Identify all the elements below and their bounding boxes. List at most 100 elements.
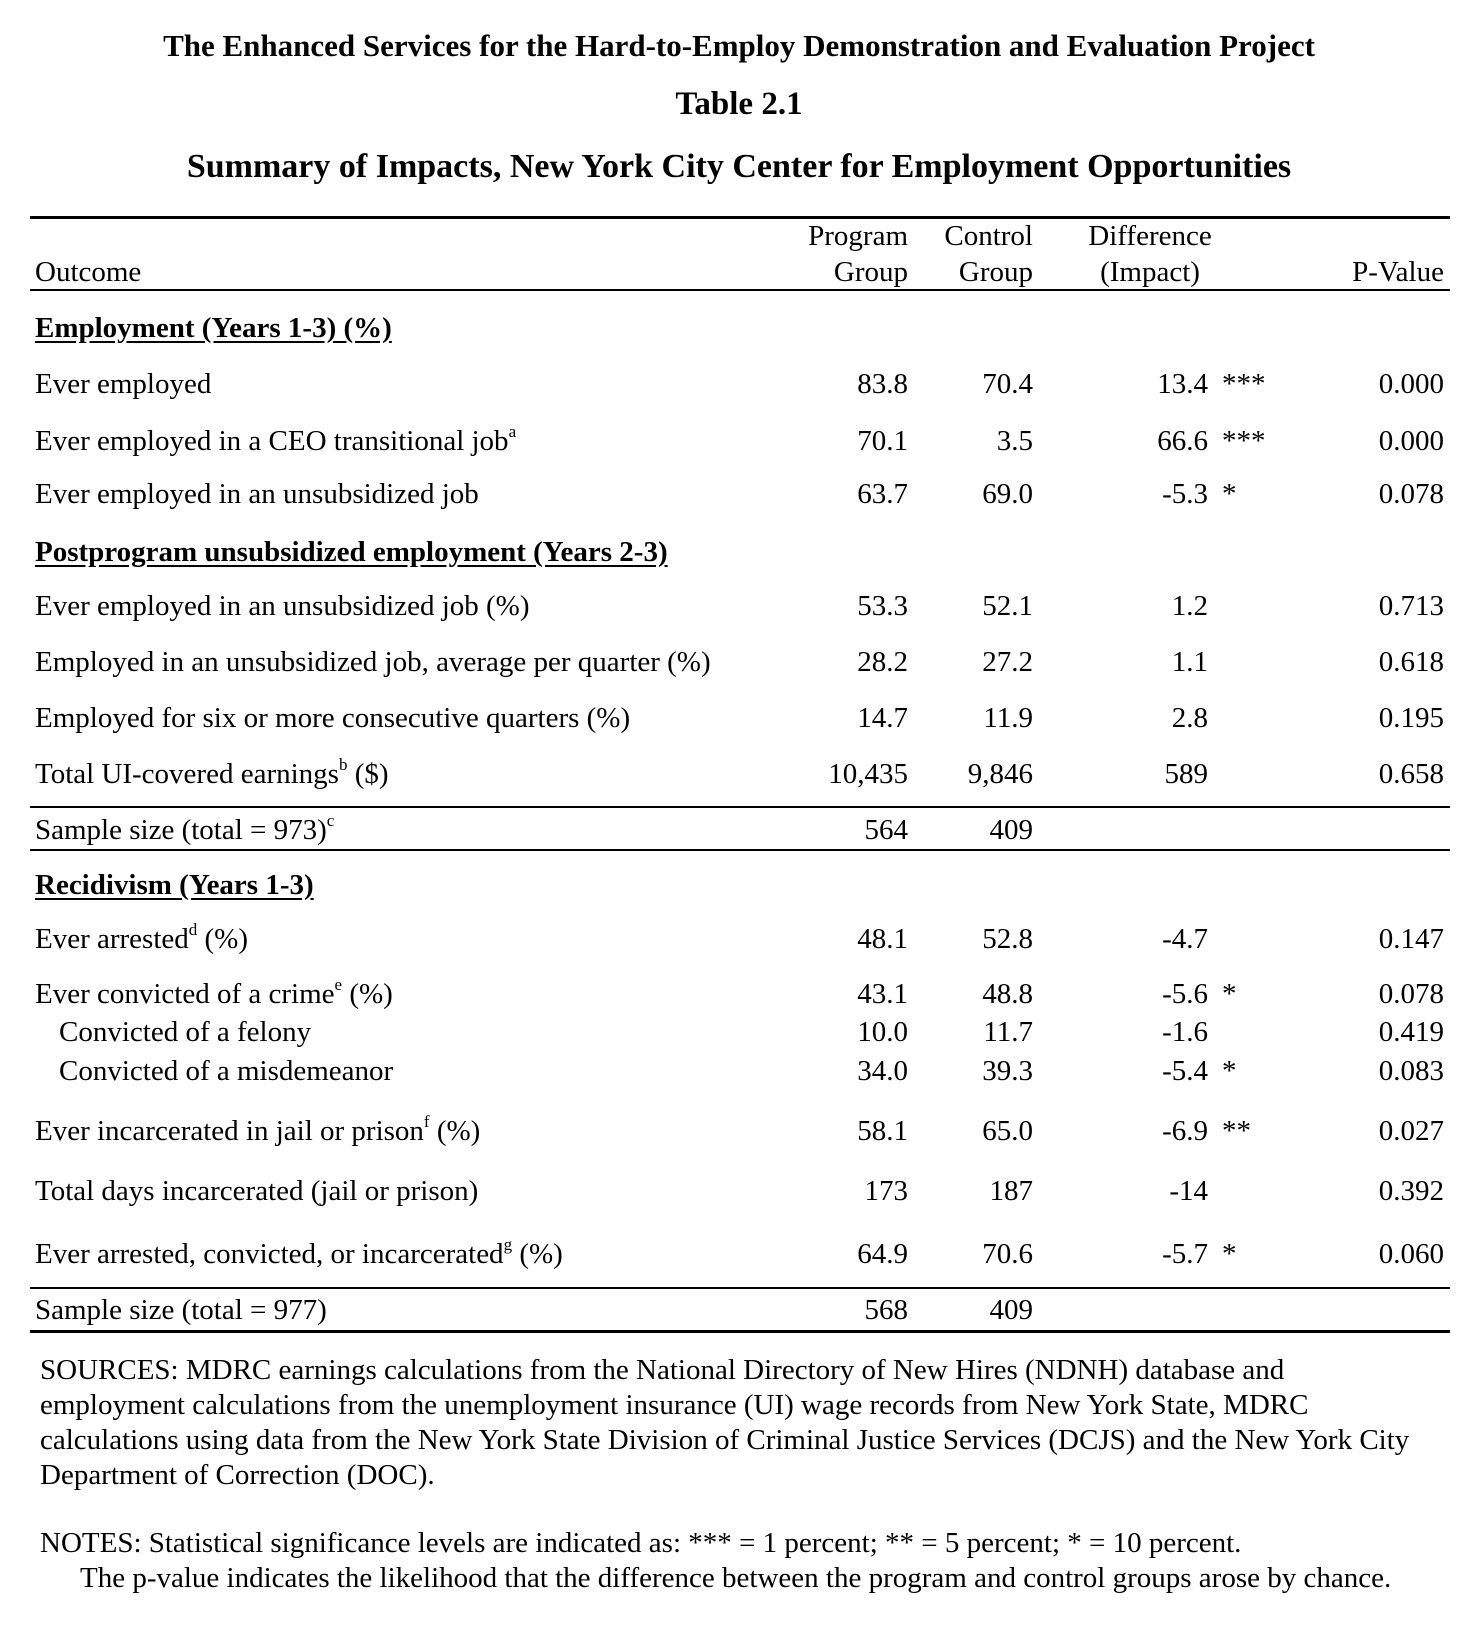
row-label-text: Ever convicted of a crime: [35, 978, 335, 1010]
row-label: Ever employed in an unsubsidized job: [35, 480, 479, 509]
row-label: Convicted of a felony: [59, 1018, 311, 1047]
difference-value: -6.9: [1162, 1115, 1208, 1147]
row-label: Ever arrestedd (%): [35, 921, 248, 955]
program-header-line1: Program: [808, 220, 908, 252]
sample-size-top-rule: [30, 806, 1450, 808]
row-label-text: Total days incarcerated (jail or prison): [35, 1175, 479, 1207]
control-group-value: 52.8: [982, 923, 1033, 955]
control-group-value: 70.6: [982, 1238, 1033, 1270]
row-label-unit: (%): [512, 1238, 563, 1270]
p-value: 0.419: [1378, 1016, 1444, 1048]
significance-stars: *: [1222, 1055, 1237, 1087]
row-label-text: Ever employed in an unsubsidized job: [35, 478, 479, 510]
row-label: Ever employed in an unsubsidized job (%): [35, 592, 530, 621]
difference-value: -14: [1169, 1175, 1208, 1207]
program-group-value: 58.1: [857, 1115, 908, 1147]
row-label-text: Ever employed in a CEO transitional job: [35, 425, 509, 457]
control-group-value: 187: [989, 1175, 1034, 1207]
footnote-marker: a: [508, 422, 517, 441]
difference-value: 1.2: [1171, 590, 1208, 622]
difference-value: 589: [1164, 758, 1209, 790]
p-value: 0.195: [1378, 702, 1444, 734]
p-value: 0.618: [1378, 646, 1444, 678]
section-employment: Employment (Years 1-3) (%): [35, 312, 392, 344]
bottom-rule: [30, 1330, 1450, 1333]
control-header-line1: Control: [944, 220, 1033, 252]
row-label: Employed in an unsubsidized job, average…: [35, 648, 711, 677]
project-title: The Enhanced Services for the Hard-to-Em…: [163, 28, 1315, 63]
control-group-value: 52.1: [982, 590, 1033, 622]
p-value: 0.000: [1378, 425, 1444, 457]
sample-size-2-top-rule: [30, 1287, 1450, 1289]
footnote-marker: d: [188, 920, 198, 939]
column-header-difference: Difference (Impact): [1060, 218, 1240, 290]
footnote-marker: e: [334, 975, 343, 994]
control-header-line2: Group: [958, 256, 1033, 288]
control-group-value: 65.0: [982, 1115, 1033, 1147]
difference-header-line1: Difference: [1088, 220, 1212, 252]
program-header-line2: Group: [833, 256, 908, 288]
p-value: 0.027: [1378, 1115, 1444, 1147]
row-label: Ever employed: [35, 370, 211, 399]
program-group-value: 10.0: [857, 1016, 908, 1048]
row-label: Ever incarcerated in jail or prisonf (%): [35, 1113, 480, 1146]
control-group-value: 48.8: [982, 978, 1033, 1010]
program-group-value: 70.1: [857, 425, 908, 457]
column-header-control: Control Group: [944, 218, 1033, 290]
footnote-marker: b: [338, 755, 348, 774]
program-group-value: 14.7: [857, 702, 908, 734]
program-group-value: 568: [864, 1294, 909, 1326]
row-label: Total UI-covered earningsb ($): [35, 756, 389, 790]
p-value: 0.147: [1378, 923, 1444, 955]
row-label-unit: (%): [197, 923, 248, 955]
control-group-value: 3.5: [996, 425, 1033, 457]
significance-stars: *: [1222, 1238, 1237, 1270]
program-group-value: 43.1: [857, 978, 908, 1010]
column-header-program: Program Group: [808, 218, 908, 290]
section-recidivism: Recidivism (Years 1-3): [35, 869, 314, 901]
p-value: 0.000: [1378, 368, 1444, 400]
control-group-value: 11.9: [983, 702, 1033, 734]
row-label-text: Employed for six or more consecutive qua…: [35, 702, 631, 734]
difference-value: 1.1: [1171, 646, 1208, 678]
control-group-value: 70.4: [982, 368, 1033, 400]
program-group-value: 83.8: [857, 368, 908, 400]
row-label: Sample size (total = 977): [35, 1296, 327, 1325]
row-label-text: Total UI-covered earnings: [35, 758, 339, 790]
control-group-value: 39.3: [982, 1055, 1033, 1087]
program-group-value: 28.2: [857, 646, 908, 678]
difference-value: -5.3: [1162, 478, 1208, 510]
difference-value: 13.4: [1157, 368, 1208, 400]
p-value: 0.658: [1378, 758, 1444, 790]
p-value: 0.078: [1378, 978, 1444, 1010]
significance-stars: *: [1222, 978, 1237, 1010]
notes-line-2: The p-value indicates the likelihood tha…: [80, 1562, 1392, 1594]
sources-note: SOURCES: MDRC earnings calculations from…: [40, 1354, 1410, 1491]
row-label-text: Sample size (total = 977): [35, 1294, 327, 1326]
footnote-marker: c: [326, 811, 335, 830]
notes-line-1: NOTES: Statistical significance levels a…: [40, 1527, 1242, 1559]
significance-stars: ***: [1222, 368, 1266, 400]
difference-value: 2.8: [1171, 702, 1208, 734]
p-value: 0.060: [1378, 1238, 1444, 1270]
difference-header-line2: (Impact): [1100, 256, 1200, 288]
header-rule: [30, 289, 1450, 291]
control-group-value: 409: [989, 814, 1034, 846]
table-number: Table 2.1: [675, 86, 803, 122]
difference-value: -1.6: [1162, 1016, 1208, 1048]
significance-stars: **: [1222, 1115, 1251, 1147]
row-label-text: Ever employed: [35, 368, 212, 400]
row-label: Convicted of a misdemeanor: [59, 1057, 393, 1086]
column-header-outcome: Outcome: [35, 256, 142, 288]
significance-stars: *: [1222, 478, 1237, 510]
table-subtitle: Summary of Impacts, New York City Center…: [186, 148, 1292, 185]
significance-stars: ***: [1222, 425, 1266, 457]
control-group-value: 69.0: [982, 478, 1033, 510]
row-label: Ever convicted of a crimee (%): [35, 976, 393, 1010]
row-label: Employed for six or more consecutive qua…: [35, 704, 630, 733]
row-label: Total days incarcerated (jail or prison): [35, 1177, 478, 1206]
row-label-text: Convicted of a felony: [59, 1016, 312, 1048]
p-value: 0.083: [1378, 1055, 1444, 1087]
program-group-value: 53.3: [857, 590, 908, 622]
row-label-text: Employed in an unsubsidized job, average…: [35, 646, 711, 678]
